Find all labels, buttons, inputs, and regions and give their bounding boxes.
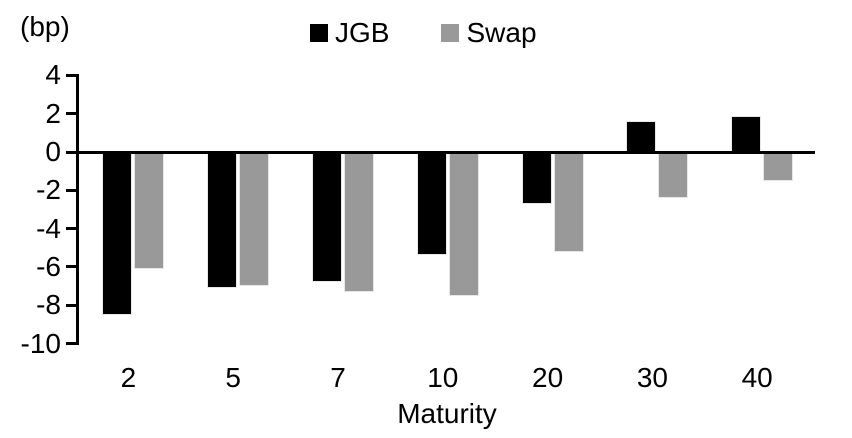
y-tick-label: -8 (36, 289, 61, 321)
y-tick-label: 4 (45, 59, 61, 91)
bar-jgb-20 (521, 152, 552, 204)
x-tick-label: 40 (741, 362, 773, 393)
y-tick-label: -2 (36, 174, 61, 206)
legend: JGB Swap (310, 17, 537, 49)
y-tick-label: 0 (45, 136, 61, 167)
x-axis-zero-line (76, 150, 815, 154)
x-tick-label: 5 (225, 362, 241, 393)
y-axis-line (76, 73, 79, 345)
y-axis-tick (66, 73, 76, 77)
y-axis-unit-label: (bp) (20, 11, 70, 42)
y-tick-label: 2 (45, 97, 61, 129)
y-axis-tick (66, 112, 76, 116)
bar-swap-20 (553, 152, 584, 252)
legend-item-swap: Swap (441, 17, 537, 49)
y-tick-label: -6 (36, 250, 61, 282)
x-tick-label: 7 (330, 362, 346, 393)
bar-swap-30 (658, 152, 689, 198)
jgb-swatch-icon (310, 24, 328, 42)
y-axis-tick (66, 150, 76, 154)
bar-swap-40 (763, 152, 794, 181)
swap-swatch-icon (441, 24, 460, 42)
bar-jgb-10 (416, 152, 447, 256)
x-tick-label: 2 (120, 362, 137, 393)
bar-jgb-40 (731, 115, 762, 152)
bar-swap-7 (344, 152, 374, 292)
bar-jgb-5 (207, 152, 238, 288)
x-tick-label: 30 (636, 362, 668, 393)
bar-jgb-7 (312, 152, 342, 283)
x-axis-title: Maturity (397, 398, 497, 429)
legend-label-swap: Swap (466, 17, 537, 48)
legend-item-jgb: JGB (310, 17, 389, 49)
legend-label-jgb: JGB (335, 17, 390, 48)
y-axis-tick (66, 227, 76, 231)
x-tick-label: 10 (427, 362, 459, 393)
bar-swap-5 (239, 152, 270, 287)
bar-swap-2 (134, 152, 165, 269)
y-tick-label: -10 (20, 327, 61, 359)
y-axis-tick (66, 265, 76, 269)
bar-swap-10 (448, 152, 479, 296)
y-tick-label: -4 (36, 212, 61, 244)
y-axis-tick (66, 303, 76, 307)
bar-jgb-2 (102, 152, 133, 315)
bar-jgb-30 (626, 121, 657, 152)
x-tick-label: 20 (532, 362, 564, 393)
y-axis-tick (66, 188, 76, 192)
y-axis-tick (66, 342, 76, 345)
